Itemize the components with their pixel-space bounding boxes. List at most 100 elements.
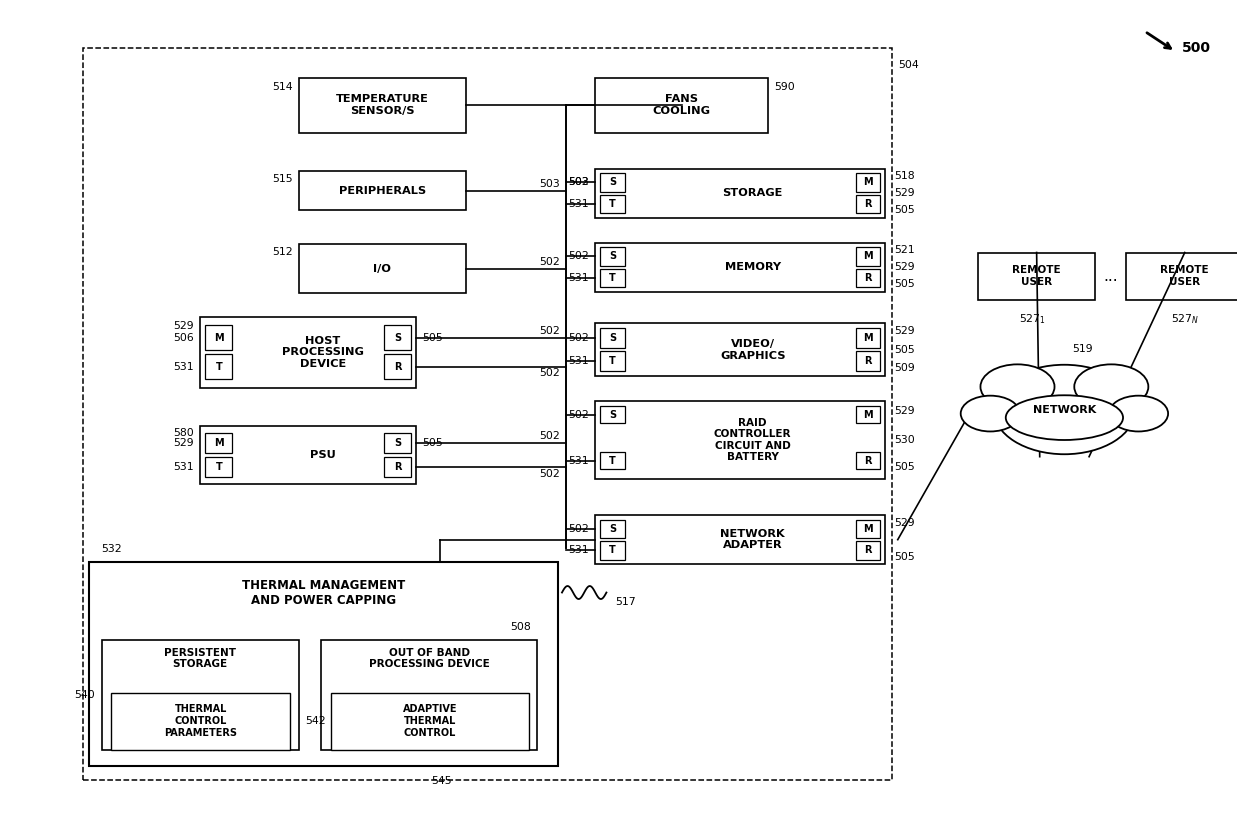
FancyBboxPatch shape — [595, 78, 768, 133]
Text: M: M — [863, 333, 873, 343]
FancyBboxPatch shape — [978, 252, 1095, 300]
Text: R: R — [864, 456, 872, 466]
FancyBboxPatch shape — [856, 452, 880, 469]
Text: R: R — [864, 545, 872, 555]
FancyBboxPatch shape — [102, 640, 299, 749]
Text: M: M — [863, 410, 873, 419]
Text: TEMPERATURE
SENSOR/S: TEMPERATURE SENSOR/S — [336, 94, 429, 116]
Text: T: T — [216, 362, 222, 372]
Text: RAID
CONTROLLER
CIRCUIT AND
BATTERY: RAID CONTROLLER CIRCUIT AND BATTERY — [714, 418, 791, 463]
FancyBboxPatch shape — [856, 351, 880, 371]
Text: 531: 531 — [568, 273, 589, 283]
FancyBboxPatch shape — [206, 457, 232, 477]
Text: T: T — [609, 273, 616, 283]
Text: 503: 503 — [538, 179, 559, 189]
Text: 540: 540 — [74, 690, 95, 699]
FancyBboxPatch shape — [201, 426, 417, 484]
Text: 502: 502 — [568, 333, 589, 343]
FancyBboxPatch shape — [856, 247, 880, 265]
Text: OUT OF BAND
PROCESSING DEVICE: OUT OF BAND PROCESSING DEVICE — [370, 648, 490, 669]
FancyBboxPatch shape — [83, 48, 892, 780]
Text: PSU: PSU — [310, 450, 336, 460]
FancyBboxPatch shape — [321, 640, 537, 749]
Text: ADAPTIVE
THERMAL
CONTROL: ADAPTIVE THERMAL CONTROL — [403, 704, 458, 738]
Text: 508: 508 — [511, 622, 531, 631]
Text: 517: 517 — [615, 596, 636, 607]
FancyBboxPatch shape — [89, 563, 558, 766]
Text: 502: 502 — [538, 369, 559, 378]
Text: S: S — [609, 251, 616, 261]
Text: MEMORY: MEMORY — [724, 262, 781, 272]
Text: S: S — [609, 178, 616, 188]
Text: 529: 529 — [894, 518, 915, 527]
FancyBboxPatch shape — [600, 173, 625, 192]
FancyBboxPatch shape — [384, 355, 412, 379]
Text: 502: 502 — [538, 326, 559, 336]
FancyBboxPatch shape — [856, 519, 880, 538]
Ellipse shape — [1109, 396, 1168, 432]
Text: 542: 542 — [305, 716, 326, 726]
FancyBboxPatch shape — [595, 169, 885, 218]
FancyBboxPatch shape — [331, 693, 528, 749]
Text: 503: 503 — [568, 177, 589, 187]
Text: 505: 505 — [894, 279, 915, 289]
FancyBboxPatch shape — [856, 406, 880, 423]
Text: 505: 505 — [894, 462, 915, 472]
FancyBboxPatch shape — [112, 693, 290, 749]
Text: 502: 502 — [538, 432, 559, 441]
Text: 515: 515 — [273, 174, 293, 183]
Text: T: T — [216, 462, 222, 472]
Text: 529: 529 — [174, 438, 195, 448]
Text: 590: 590 — [774, 82, 795, 92]
Text: R: R — [864, 199, 872, 209]
Text: 500: 500 — [1182, 40, 1210, 55]
FancyBboxPatch shape — [595, 242, 885, 292]
Text: 580: 580 — [174, 428, 195, 438]
FancyBboxPatch shape — [600, 328, 625, 348]
Text: 527$_N$: 527$_N$ — [1171, 312, 1199, 326]
Text: 529: 529 — [894, 405, 915, 415]
Text: M: M — [863, 178, 873, 188]
Text: R: R — [394, 362, 402, 372]
FancyBboxPatch shape — [206, 325, 232, 350]
Ellipse shape — [1006, 396, 1123, 440]
Text: M: M — [863, 524, 873, 534]
Text: STORAGE: STORAGE — [723, 188, 782, 198]
Text: R: R — [394, 462, 402, 472]
Text: 502: 502 — [538, 468, 559, 478]
Text: 531: 531 — [568, 356, 589, 366]
FancyBboxPatch shape — [856, 328, 880, 348]
FancyBboxPatch shape — [595, 324, 885, 376]
Text: 518: 518 — [894, 171, 915, 181]
Text: VIDEO/
GRAPHICS: VIDEO/ GRAPHICS — [720, 339, 785, 360]
Text: 532: 532 — [102, 545, 123, 554]
Text: R: R — [864, 356, 872, 366]
Text: I/O: I/O — [373, 264, 392, 274]
Text: 531: 531 — [174, 362, 195, 372]
Text: M: M — [215, 333, 223, 342]
Text: 531: 531 — [174, 462, 195, 472]
Text: M: M — [863, 251, 873, 261]
Text: PERSISTENT
STORAGE: PERSISTENT STORAGE — [164, 648, 237, 669]
Text: 505: 505 — [894, 345, 915, 355]
FancyBboxPatch shape — [384, 457, 412, 477]
Text: 521: 521 — [894, 245, 915, 255]
Text: 545: 545 — [432, 776, 451, 785]
FancyBboxPatch shape — [600, 406, 625, 423]
Text: THERMAL MANAGEMENT
AND POWER CAPPING: THERMAL MANAGEMENT AND POWER CAPPING — [242, 579, 405, 607]
Text: 527$_1$: 527$_1$ — [1019, 312, 1047, 326]
Text: M: M — [215, 438, 223, 448]
Text: REMOTE
USER: REMOTE USER — [1012, 265, 1061, 287]
Text: THERMAL
CONTROL
PARAMETERS: THERMAL CONTROL PARAMETERS — [165, 704, 237, 738]
Text: 531: 531 — [568, 545, 589, 555]
FancyBboxPatch shape — [206, 355, 232, 379]
Text: 512: 512 — [273, 247, 293, 257]
Text: ...: ... — [1104, 269, 1118, 283]
Text: 514: 514 — [273, 82, 293, 92]
FancyBboxPatch shape — [600, 519, 625, 538]
Text: 502: 502 — [538, 257, 559, 267]
Text: NETWORK
ADAPTER: NETWORK ADAPTER — [720, 529, 785, 550]
FancyBboxPatch shape — [856, 173, 880, 192]
Text: T: T — [609, 545, 616, 555]
Text: 505: 505 — [423, 438, 443, 448]
